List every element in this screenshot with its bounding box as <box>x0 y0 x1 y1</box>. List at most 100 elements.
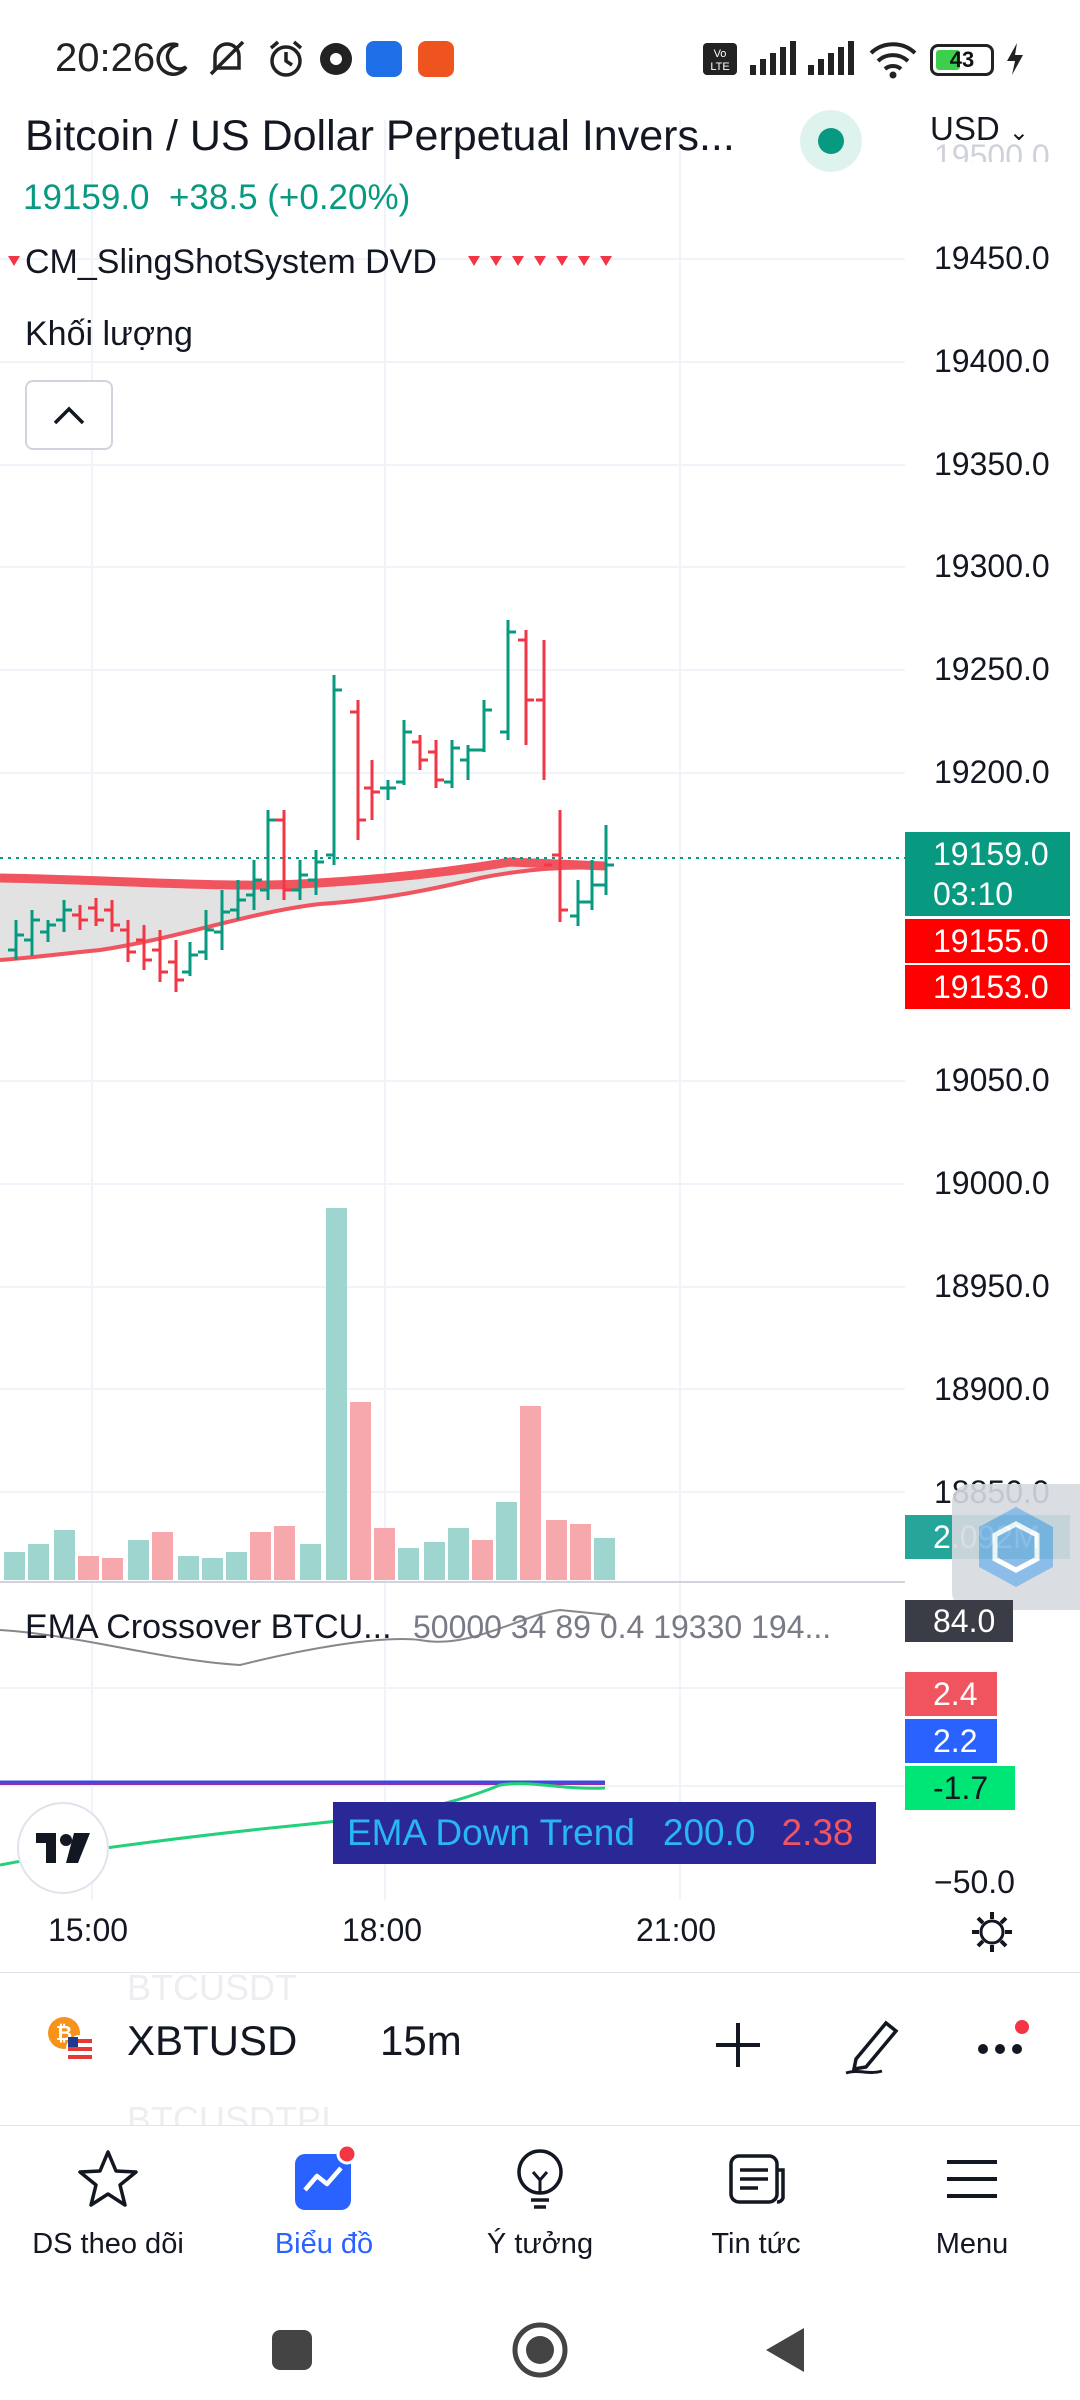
add-plus-icon[interactable] <box>710 2017 766 2073</box>
price-label: 19050.0 <box>934 1062 1050 1098</box>
nav-watchlist[interactable]: DS theo dõi <box>0 2126 216 2301</box>
chevron-up-icon <box>53 406 85 425</box>
volume-bar-12 <box>300 1544 321 1580</box>
recent-apps-button[interactable] <box>270 2328 314 2372</box>
chart-grid <box>0 120 905 1900</box>
value-tag-red: 2.4 <box>905 1672 997 1716</box>
ema-fast-tag: 19155.0 <box>905 919 1070 963</box>
symbol-toolbar: BTCUSDT BTCUSDTPI ₿ XBTUSD 15m <box>0 1967 1080 2140</box>
volume-bar-14 <box>350 1402 371 1580</box>
price-label: 19300.0 <box>934 548 1050 584</box>
change-value: +38.5 (+0.20%) <box>168 178 411 217</box>
charging-icon <box>1004 38 1026 80</box>
last-price-tag: 19159.0 03:10 <box>905 832 1070 916</box>
price-label: 19000.0 <box>934 1165 1050 1201</box>
price-label: 19450.0 <box>934 240 1050 276</box>
time-label: 18:00 <box>342 1912 423 1948</box>
moon-icon <box>152 38 192 80</box>
ema-trend-label: EMA Down Trend <box>347 1812 635 1853</box>
ema-trend-value-2: 2.38 <box>781 1812 854 1853</box>
nav-menu[interactable]: Menu <box>864 2126 1080 2301</box>
status-bar: 20:26 Vo LTE 43 <box>0 0 1080 120</box>
volume-bar-20 <box>496 1502 517 1580</box>
star-icon <box>73 2144 143 2214</box>
indicator-legend-slingshot[interactable]: CM_SlingShotSystem DVD <box>25 243 437 281</box>
volume-bar-8 <box>202 1558 223 1580</box>
ema-slow-tag: 19153.0 <box>905 965 1070 1009</box>
time-label: 21:00 <box>636 1912 717 1948</box>
ema-panel-legend[interactable]: EMA Crossover BTCU... 50000 34 89 0.4 19… <box>25 1608 831 1647</box>
last-price-tag-value: 19159.0 <box>933 836 1049 872</box>
home-button[interactable] <box>510 2320 570 2380</box>
market-open-indicator[interactable] <box>800 110 862 172</box>
volume-bar-19 <box>472 1540 493 1580</box>
price-label: 19350.0 <box>934 446 1050 482</box>
hamburger-menu-icon <box>937 2144 1007 2214</box>
nav-label: Biểu đồ <box>274 2228 374 2260</box>
status-time: 20:26 <box>55 36 156 80</box>
back-button[interactable] <box>760 2324 810 2376</box>
price-change: 19159.0 +38.5 (+0.20%) <box>23 178 410 218</box>
system-navigation-bar <box>0 2300 1080 2400</box>
ema-panel-value-tag: 84.0 <box>905 1600 1013 1642</box>
price-label: 18900.0 <box>934 1371 1050 1407</box>
volume-bar-7 <box>178 1556 199 1580</box>
bottom-navigation: DS theo dõi Biểu đồ Ý tưởng Tin tức Menu <box>0 2125 1080 2300</box>
volume-bar-16 <box>398 1548 419 1580</box>
volume-bar-24 <box>594 1538 615 1580</box>
value-tag-blue: 2.2 <box>905 1719 997 1763</box>
currency-selector[interactable]: USD ⌄ <box>930 110 1029 148</box>
alarm-icon <box>265 38 307 80</box>
ema-slow-line <box>0 865 606 962</box>
ema-scale-bottom: −50.0 <box>934 1864 1015 1900</box>
tradingview-logo[interactable] <box>17 1802 109 1894</box>
volume-bar-5 <box>128 1540 149 1580</box>
volume-bar-1 <box>28 1544 49 1580</box>
price-chart[interactable] <box>0 120 905 2000</box>
nav-label: Tin tức <box>711 2228 801 2260</box>
symbol-title[interactable]: Bitcoin / US Dollar Perpetual Invers... <box>25 112 735 160</box>
svg-text:LTE: LTE <box>710 61 729 73</box>
svg-text:Vo: Vo <box>714 48 727 60</box>
drawing-pen-icon[interactable] <box>842 2013 904 2077</box>
volume-bar-21 <box>520 1406 541 1580</box>
volume-bar-18 <box>448 1528 469 1580</box>
nav-label: Ý tưởng <box>486 2228 594 2260</box>
volume-bar-17 <box>424 1542 445 1580</box>
shopping-app-icon <box>418 38 454 80</box>
symbol-selector[interactable]: XBTUSD <box>127 2017 298 2064</box>
indicator-legend-volume[interactable]: Khối lượng <box>25 315 193 353</box>
volume-bar-22 <box>546 1520 567 1580</box>
volume-bar-13 <box>326 1208 347 1580</box>
ema-panel-params: 50000 34 89 0.4 19330 194... <box>412 1609 832 1645</box>
battery-icon: 43 <box>930 44 994 76</box>
lightbulb-icon <box>505 2144 575 2214</box>
volume-bar-3 <box>78 1556 99 1580</box>
price-label: 18950.0 <box>934 1268 1050 1304</box>
chart-icon <box>289 2144 359 2214</box>
nav-ideas[interactable]: Ý tưởng <box>432 2126 648 2301</box>
price-label: 19200.0 <box>934 754 1050 790</box>
ema-trend-box: EMA Down Trend 200.0 2.38 <box>333 1802 876 1864</box>
chart-settings-gear-icon[interactable] <box>970 1910 1018 1958</box>
nav-chart[interactable]: Biểu đồ <box>216 2126 432 2301</box>
collapse-legend-button[interactable] <box>25 380 113 450</box>
volume-bar-6 <box>152 1532 173 1580</box>
app-notification-icon-2 <box>366 38 402 80</box>
ghost-symbol-top: BTCUSDT <box>127 1967 297 2008</box>
price-scale-partial: 19500.0 <box>934 138 1050 162</box>
volume-bar-9 <box>226 1552 247 1580</box>
price-label: 19400.0 <box>934 343 1050 379</box>
chevron-down-icon: ⌄ <box>1008 119 1029 146</box>
floating-assistant-icon[interactable] <box>952 1484 1080 1610</box>
interval-selector[interactable]: 15m <box>380 2017 462 2064</box>
ema-panel-title: EMA Crossover BTCU... <box>25 1608 392 1646</box>
nav-label: DS theo dõi <box>32 2228 184 2260</box>
app-notification-icon <box>318 38 354 80</box>
battery-level: 43 <box>949 47 975 72</box>
wifi-icon <box>868 38 918 80</box>
currency-label: USD <box>930 110 1000 147</box>
more-options-icon[interactable] <box>975 2019 1035 2069</box>
nav-news[interactable]: Tin tức <box>648 2126 864 2301</box>
volte-icon: Vo LTE <box>702 38 738 80</box>
